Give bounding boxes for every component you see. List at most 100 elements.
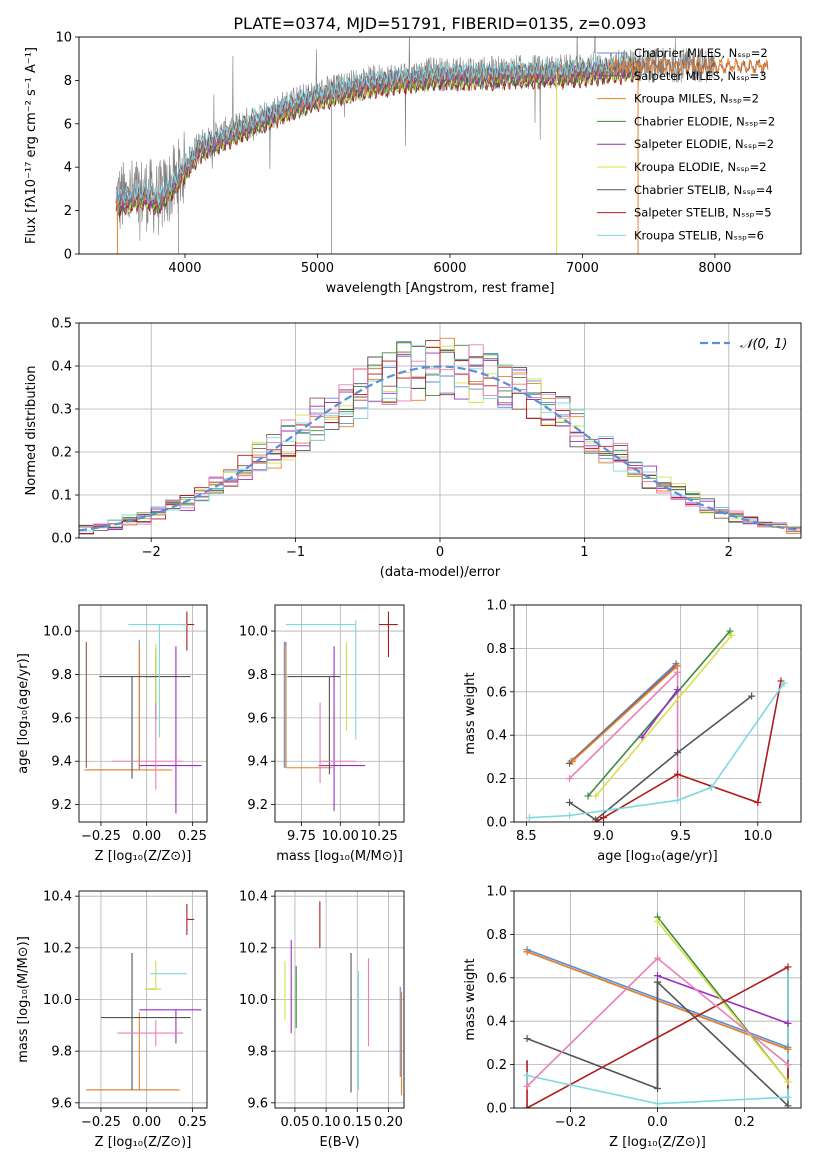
- x-axis-label: Z [log₁₀(Z/Z⊙)]: [95, 849, 192, 864]
- axes-frame: [78, 36, 802, 255]
- weight-point-marker: [780, 679, 788, 687]
- weight-point-marker: [784, 1019, 792, 1027]
- y-tick-label: 10.2: [43, 941, 72, 956]
- y-tick-label: 9.8: [247, 668, 268, 683]
- panel-massweight-vs-Z: −0.2 0.0 0.2 0.0 0.2 0.4 0.6 0.8 1.0 Z [log₁₀(Z/Z…: [463, 885, 802, 1150]
- plot-area-residuals: [79, 337, 801, 535]
- y-tick-label: 9.6: [51, 1096, 72, 1111]
- legend-entry: Salpeter ELODIE, Nₛₛₚ=2: [634, 137, 774, 151]
- y-tick-label: 0.1: [51, 489, 72, 504]
- x-axis-label: Z [log₁₀(Z/Z⊙)]: [95, 1135, 192, 1150]
- weight-point-marker: [584, 792, 592, 800]
- weight-point-marker: [748, 692, 756, 700]
- legend-entry: Kroupa ELODIE, Nₛₛₚ=2: [634, 160, 767, 174]
- y-tick-label: 0.3: [51, 403, 72, 418]
- panel-massweight-vs-age: 8.5 9.0 9.5 10.0 0.0 0.2 0.4 0.6 0.8 1.0 age [log₁…: [463, 599, 802, 864]
- legend-entry: Kroupa STELIB, Nₛₛₚ=6: [634, 228, 764, 242]
- x-tick-label: 0.00: [132, 829, 161, 844]
- x-axis-label: Z [log₁₀(Z/Z⊙)]: [609, 1135, 706, 1150]
- weight-point-marker: [654, 917, 661, 925]
- axes-frame: [78, 890, 208, 1109]
- y-tick-label: 1.0: [486, 885, 507, 900]
- y-tick-label: 0.0: [486, 816, 507, 831]
- x-tick-label: 0.2: [734, 1115, 755, 1130]
- x-axis-label: (data-model)/error: [380, 565, 501, 580]
- x-tick-label: −0.25: [81, 1115, 121, 1130]
- x-tick-label: −0.25: [81, 829, 121, 844]
- residual-histogram-line: [79, 346, 801, 534]
- x-tick-label: 9.75: [287, 829, 316, 844]
- x-tick-label: 5000: [301, 261, 334, 276]
- x-tick-label: 4000: [168, 261, 201, 276]
- weight-point-marker: [754, 798, 762, 806]
- weight-series-line: [526, 980, 789, 1107]
- legend-entry: Chabrier STELIB, Nₛₛₚ=4: [634, 183, 773, 197]
- y-tick-label: 9.2: [247, 798, 268, 813]
- x-tick-label: 0.15: [343, 1115, 372, 1130]
- y-tick-label: 9.8: [51, 668, 72, 683]
- plot-area-age-vs-mass: [283, 611, 398, 812]
- weight-point-marker: [566, 775, 574, 783]
- x-tick-label: 0: [436, 545, 444, 560]
- plot-area-age-vs-Z: [84, 611, 202, 814]
- x-tick-label: −2: [142, 545, 161, 560]
- weight-point-marker: [523, 1071, 531, 1079]
- y-tick-label: 9.4: [51, 755, 72, 770]
- weight-point-marker: [674, 770, 682, 778]
- weight-point-marker: [523, 1082, 531, 1090]
- weight-point-marker: [654, 1100, 661, 1108]
- weight-series-line: [595, 680, 782, 822]
- weight-point-marker: [674, 796, 682, 804]
- y-tick-label: 9.6: [247, 711, 268, 726]
- weight-point-marker: [569, 757, 577, 765]
- model-spectrum-line: [115, 54, 640, 206]
- weight-point-marker: [674, 662, 682, 670]
- panel-mass-vs-Z: −0.25 0.00 0.25 9.6 9.8 10.0 10.2 10.4 Z [log₁₀(…: [16, 890, 208, 1150]
- weight-series-line: [568, 671, 679, 780]
- y-tick-label: 9.6: [247, 1096, 268, 1111]
- y-tick-label: 0.6: [486, 685, 507, 700]
- x-tick-label: 0.25: [178, 829, 207, 844]
- x-tick-label: −0.2: [555, 1115, 587, 1130]
- legend-entry: Chabrier MILES, Nₛₛₚ=2: [634, 46, 768, 60]
- y-tick-label: 0.2: [486, 772, 507, 787]
- legend-entry: 𝒩(0, 1): [740, 337, 787, 352]
- x-tick-label: 0.00: [132, 1115, 161, 1130]
- weight-point-marker: [784, 1078, 792, 1086]
- weight-point-marker: [592, 792, 600, 800]
- spectrum-legend: Chabrier MILES, Nₛₛₚ=2 Salpeter MILES, Nₛ…: [597, 46, 775, 242]
- axes-frame: [274, 890, 405, 1109]
- y-tick-label: 10.0: [239, 625, 268, 640]
- y-tick-label: 10.4: [43, 890, 72, 905]
- axes-frame: [513, 604, 802, 823]
- y-tick-label: 0.8: [486, 928, 507, 943]
- x-tick-label: 8.5: [516, 829, 537, 844]
- plot-area-spectrum: [115, 37, 769, 254]
- y-tick-label: 4: [64, 161, 72, 176]
- y-tick-label: 6: [64, 117, 72, 132]
- weight-point-marker: [654, 954, 661, 962]
- x-tick-label: 0.05: [280, 1115, 309, 1130]
- weight-point-marker: [674, 749, 682, 757]
- weight-point-marker: [674, 668, 682, 676]
- weight-series-line: [595, 634, 733, 797]
- plot-area-massweight-vs-Z: [523, 913, 792, 1108]
- residual-legend: 𝒩(0, 1): [700, 337, 787, 352]
- x-tick-label: 10.00: [322, 829, 359, 844]
- y-axis-label: mass [log₁₀(M/M⊙)]: [16, 936, 31, 1063]
- y-axis-label: mass weight: [463, 958, 478, 1040]
- y-tick-label: 9.4: [247, 755, 268, 770]
- y-tick-label: 0: [64, 248, 72, 263]
- y-tick-label: 10.2: [239, 941, 268, 956]
- y-tick-label: 0.0: [486, 1102, 507, 1117]
- panel-age-vs-mass: 9.75 10.00 10.25 9.2 9.4 9.6 9.8 10.0 mass [log₁…: [239, 604, 405, 864]
- y-tick-label: 1.0: [486, 599, 507, 614]
- weight-point-marker: [728, 631, 736, 639]
- y-tick-label: 0.8: [486, 642, 507, 657]
- x-tick-label: 10.25: [361, 829, 398, 844]
- weight-point-marker: [784, 1061, 792, 1069]
- spectrum-title: PLATE=0374, MJD=51791, FIBERID=0135, z=0…: [233, 14, 646, 33]
- y-tick-label: 8: [64, 74, 72, 89]
- panel-spectrum: 4000 5000 6000 7000 8000 0 2 4 6 8 10 wavelength [A…: [24, 31, 802, 296]
